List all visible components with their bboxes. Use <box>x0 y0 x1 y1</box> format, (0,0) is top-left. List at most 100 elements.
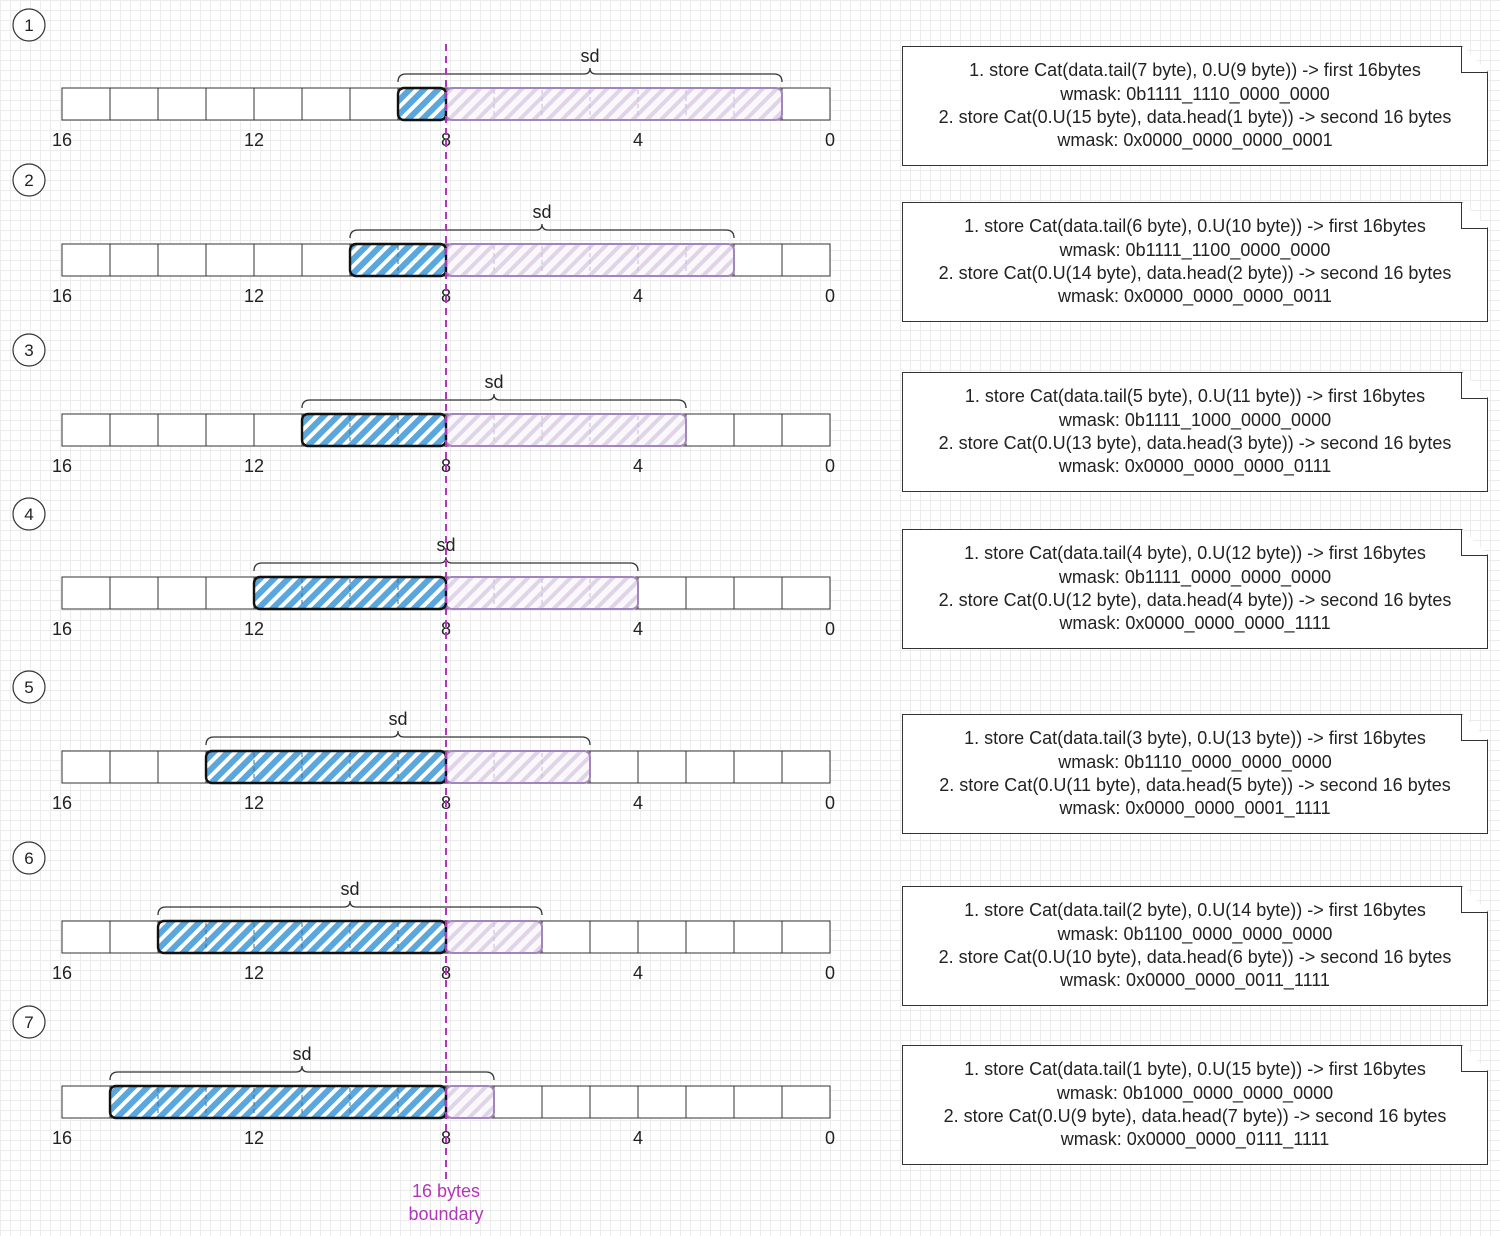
byte-cell <box>781 413 831 447</box>
byte-cell <box>589 1085 639 1119</box>
byte-cell <box>157 87 207 121</box>
byte-cell <box>205 576 255 610</box>
axis-tick-label: 12 <box>244 286 264 306</box>
byte-cell <box>733 1085 783 1119</box>
note-store-line: 2. store Cat(0.U(14 byte), data.head(2 b… <box>938 263 1452 283</box>
sd-label: sd <box>580 46 599 66</box>
axis-tick-label: 16 <box>52 1128 72 1148</box>
note-wmask-line: wmask: 0x0000_0000_0000_1111 <box>1059 613 1331 634</box>
case-row: 6sd1612840 <box>12 841 835 983</box>
byte-cell <box>109 750 159 784</box>
note-store-line: 2. store Cat(0.U(11 byte), data.head(5 b… <box>939 775 1451 795</box>
axis-tick-label: 4 <box>633 793 643 813</box>
boundary-label-line2: boundary <box>408 1204 483 1224</box>
note-wmask-line: wmask: 0b1100_0000_0000_0000 <box>1057 923 1333 944</box>
sd-brace <box>157 900 543 916</box>
note-wmask-line: wmask: 0x0000_0000_0000_0011 <box>1058 286 1332 307</box>
byte-cell <box>301 87 351 121</box>
byte-cell <box>61 920 111 954</box>
byte-cell <box>109 243 159 277</box>
note-wmask-line: wmask: 0b1000_0000_0000_0000 <box>1056 1082 1334 1103</box>
byte-cell <box>685 1085 735 1119</box>
byte-cell <box>61 1085 111 1119</box>
axis-tick-label: 12 <box>244 963 264 983</box>
case-number: 3 <box>24 341 33 360</box>
byte-cell <box>637 1085 687 1119</box>
sd-brace <box>301 393 687 409</box>
sd-label: sd <box>292 1044 311 1064</box>
store-note: 1. store Cat(data.tail(4 byte), 0.U(12 b… <box>902 529 1488 649</box>
note-wmask-line: wmask: 0x0000_0000_0000_0111 <box>1058 456 1332 477</box>
byte-cell <box>157 243 207 277</box>
byte-cell <box>61 413 111 447</box>
byte-cell <box>733 920 783 954</box>
byte-cell <box>109 413 159 447</box>
byte-cell <box>61 576 111 610</box>
axis-tick-label: 12 <box>244 793 264 813</box>
byte-cell <box>253 87 303 121</box>
axis-tick-label: 12 <box>244 1128 264 1148</box>
store-note: 1. store Cat(data.tail(1 byte), 0.U(15 b… <box>902 1045 1488 1165</box>
axis-tick-label: 0 <box>825 130 835 150</box>
byte-cell <box>781 750 831 784</box>
byte-cell <box>637 750 687 784</box>
byte-cell <box>541 1085 591 1119</box>
case-number-circle <box>12 497 46 531</box>
axis-tick-label: 0 <box>825 286 835 306</box>
note-store-line: 2. store Cat(0.U(10 byte), data.head(6 b… <box>938 947 1452 967</box>
case-row: 3sd1612840 <box>12 333 835 476</box>
axis-tick-label: 4 <box>633 130 643 150</box>
byte-cell <box>637 920 687 954</box>
axis-tick-label: 4 <box>633 286 643 306</box>
case-number-circle <box>12 1005 46 1039</box>
note-wmask-line: wmask: 0b1111_1110_0000_0000 <box>1060 83 1330 104</box>
note-store-line: 1. store Cat(data.tail(6 byte), 0.U(10 b… <box>964 216 1426 237</box>
byte-cell <box>685 750 735 784</box>
note-wmask-line: wmask: 0b1111_1100_0000_0000 <box>1059 239 1331 260</box>
note-store-line: 1. store Cat(data.tail(1 byte), 0.U(15 b… <box>964 1059 1426 1080</box>
byte-cell <box>493 1085 543 1119</box>
note-wmask-line: wmask: 0x0000_0000_0111_1111 <box>1060 1129 1330 1150</box>
byte-cell <box>685 920 735 954</box>
store-note: 1. store Cat(data.tail(5 byte), 0.U(11 b… <box>902 372 1488 492</box>
note-wmask-line: wmask: 0x0000_0000_0000_0001 <box>1057 130 1333 151</box>
axis-tick-label: 16 <box>52 456 72 476</box>
note-wmask-line: wmask: 0b1111_0000_0000_0000 <box>1058 566 1332 587</box>
case-number: 2 <box>24 171 33 190</box>
axis-tick-label: 4 <box>633 456 643 476</box>
sd-brace <box>109 1065 495 1081</box>
low-bytes-block <box>445 750 591 784</box>
axis-tick-label: 16 <box>52 963 72 983</box>
byte-cell <box>61 243 111 277</box>
axis-tick-label: 16 <box>52 793 72 813</box>
byte-cell <box>157 750 207 784</box>
byte-cell <box>733 576 783 610</box>
axis-tick-label: 4 <box>633 619 643 639</box>
axis-tick-label: 0 <box>825 619 835 639</box>
high-bytes-block <box>108 1084 448 1120</box>
byte-cell <box>205 413 255 447</box>
sd-label: sd <box>532 202 551 222</box>
low-bytes-block <box>445 87 783 121</box>
case-row: 2sd1612840 <box>12 163 835 306</box>
note-store-line: 2. store Cat(0.U(12 byte), data.head(4 b… <box>938 590 1452 610</box>
byte-cell <box>541 920 591 954</box>
axis-tick-label: 0 <box>825 793 835 813</box>
byte-cell <box>685 413 735 447</box>
byte-cell <box>685 576 735 610</box>
sd-label: sd <box>340 879 359 899</box>
byte-cell <box>205 87 255 121</box>
case-row: 7sd1612840 <box>12 1005 835 1148</box>
sd-label: sd <box>436 535 455 555</box>
sd-brace <box>397 67 783 83</box>
byte-cell <box>253 243 303 277</box>
byte-cell <box>781 1085 831 1119</box>
note-store-line: 2. store Cat(0.U(13 byte), data.head(3 b… <box>938 433 1452 453</box>
byte-cell <box>109 920 159 954</box>
byte-cell <box>205 243 255 277</box>
case-number: 6 <box>24 849 33 868</box>
note-wmask-line: wmask: 0b1111_1000_0000_0000 <box>1058 409 1332 430</box>
byte-cell <box>589 750 639 784</box>
case-row: 1sd1612840 <box>12 8 835 150</box>
